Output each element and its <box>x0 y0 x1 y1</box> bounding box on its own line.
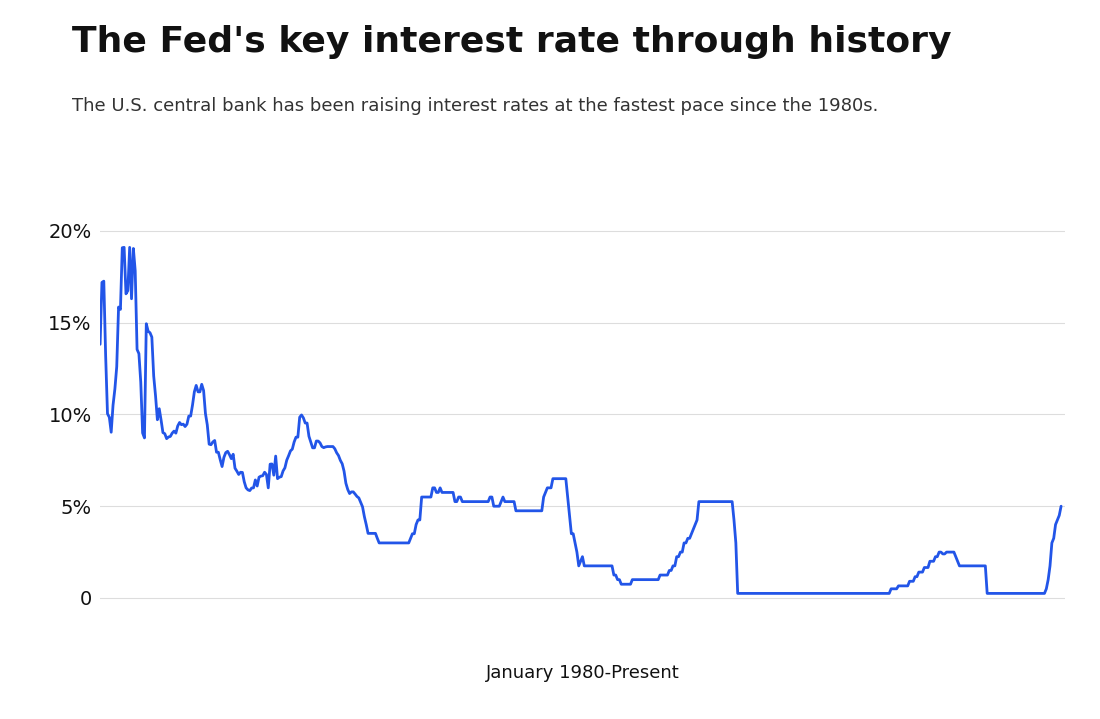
Text: The Fed's key interest rate through history: The Fed's key interest rate through hist… <box>72 25 952 59</box>
Text: January 1980-Present: January 1980-Present <box>485 664 680 682</box>
Text: The U.S. central bank has been raising interest rates at the fastest pace since : The U.S. central bank has been raising i… <box>72 97 878 115</box>
